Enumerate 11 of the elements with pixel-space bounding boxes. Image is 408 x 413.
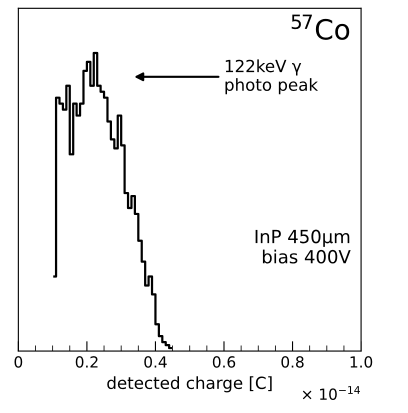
x-tick-label: 0.2 [76, 356, 98, 368]
x-tick-label: 0.6 [212, 356, 236, 368]
text: × 10$^{−14}$ [302, 386, 360, 400]
text: $^{57}$Co [292, 14, 350, 40]
x-tick-label: 0.8 [281, 356, 304, 368]
annotation: InP 450μm bias 400V [256, 230, 351, 264]
x-axis-title: detected charge [C] [107, 376, 272, 392]
x-tick-label: 0 [14, 356, 22, 368]
x-tick-label: 1.0 [350, 356, 372, 368]
x-tick-label: 0.4 [144, 356, 167, 368]
annotation: 122keV γ photo peak [226, 59, 318, 94]
